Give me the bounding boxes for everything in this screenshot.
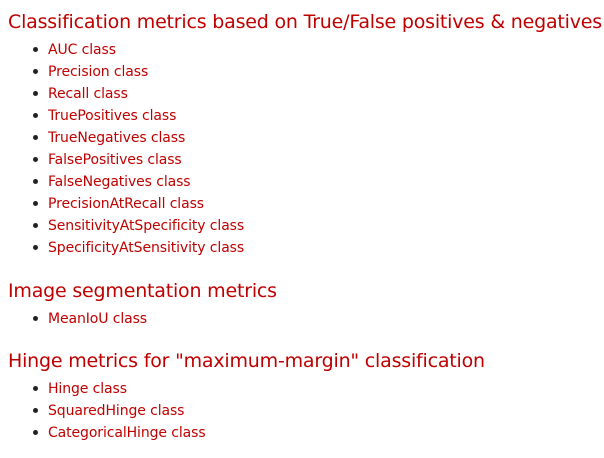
list-item: MeanIoU class bbox=[8, 307, 277, 329]
bullet-icon bbox=[33, 386, 38, 391]
link-recall-class[interactable]: Recall class bbox=[48, 86, 128, 102]
list-item: SpecificityAtSensitivity class bbox=[8, 236, 602, 258]
link-false-negatives-class[interactable]: FalseNegatives class bbox=[48, 174, 191, 190]
list-item: SensitivityAtSpecificity class bbox=[8, 214, 602, 236]
link-true-negatives-class[interactable]: TrueNegatives class bbox=[48, 130, 186, 146]
link-list: MeanIoU class bbox=[8, 307, 277, 329]
bullet-icon bbox=[33, 135, 38, 140]
bullet-icon bbox=[33, 316, 38, 321]
list-item: FalsePositives class bbox=[8, 148, 602, 170]
link-auc-class[interactable]: AUC class bbox=[48, 42, 116, 58]
list-item: Hinge class bbox=[8, 377, 485, 399]
list-item: TrueNegatives class bbox=[8, 126, 602, 148]
bullet-icon bbox=[33, 69, 38, 74]
bullet-icon bbox=[33, 91, 38, 96]
list-item: Precision class bbox=[8, 60, 602, 82]
link-list: AUC class Precision class Recall class T… bbox=[8, 38, 602, 258]
list-item: SquaredHinge class bbox=[8, 399, 485, 421]
bullet-icon bbox=[33, 201, 38, 206]
section-heading: Image segmentation metrics bbox=[8, 280, 277, 302]
link-true-positives-class[interactable]: TruePositives class bbox=[48, 108, 177, 124]
bullet-icon bbox=[33, 113, 38, 118]
bullet-icon bbox=[33, 47, 38, 52]
section-classification-metrics: Classification metrics based on True/Fal… bbox=[8, 9, 602, 258]
link-mean-iou-class[interactable]: MeanIoU class bbox=[48, 311, 147, 327]
link-specificity-at-sensitivity-class[interactable]: SpecificityAtSensitivity class bbox=[48, 240, 245, 256]
section-image-segmentation-metrics: Image segmentation metrics MeanIoU class bbox=[8, 278, 277, 329]
list-item: AUC class bbox=[8, 38, 602, 60]
bullet-icon bbox=[33, 408, 38, 413]
section-heading: Classification metrics based on True/Fal… bbox=[8, 11, 602, 33]
list-item: CategoricalHinge class bbox=[8, 421, 485, 443]
bullet-icon bbox=[33, 223, 38, 228]
section-hinge-metrics: Hinge metrics for "maximum-margin" class… bbox=[8, 348, 485, 443]
link-precision-class[interactable]: Precision class bbox=[48, 64, 149, 80]
bullet-icon bbox=[33, 179, 38, 184]
bullet-icon bbox=[33, 430, 38, 435]
list-item: FalseNegatives class bbox=[8, 170, 602, 192]
list-item: PrecisionAtRecall class bbox=[8, 192, 602, 214]
bullet-icon bbox=[33, 157, 38, 162]
section-heading: Hinge metrics for "maximum-margin" class… bbox=[8, 350, 485, 372]
link-squared-hinge-class[interactable]: SquaredHinge class bbox=[48, 403, 185, 419]
link-list: Hinge class SquaredHinge class Categoric… bbox=[8, 377, 485, 443]
link-false-positives-class[interactable]: FalsePositives class bbox=[48, 152, 182, 168]
list-item: TruePositives class bbox=[8, 104, 602, 126]
link-sensitivity-at-specificity-class[interactable]: SensitivityAtSpecificity class bbox=[48, 218, 245, 234]
link-categorical-hinge-class[interactable]: CategoricalHinge class bbox=[48, 425, 206, 441]
link-precision-at-recall-class[interactable]: PrecisionAtRecall class bbox=[48, 196, 204, 212]
bullet-icon bbox=[33, 245, 38, 250]
link-hinge-class[interactable]: Hinge class bbox=[48, 381, 127, 397]
list-item: Recall class bbox=[8, 82, 602, 104]
